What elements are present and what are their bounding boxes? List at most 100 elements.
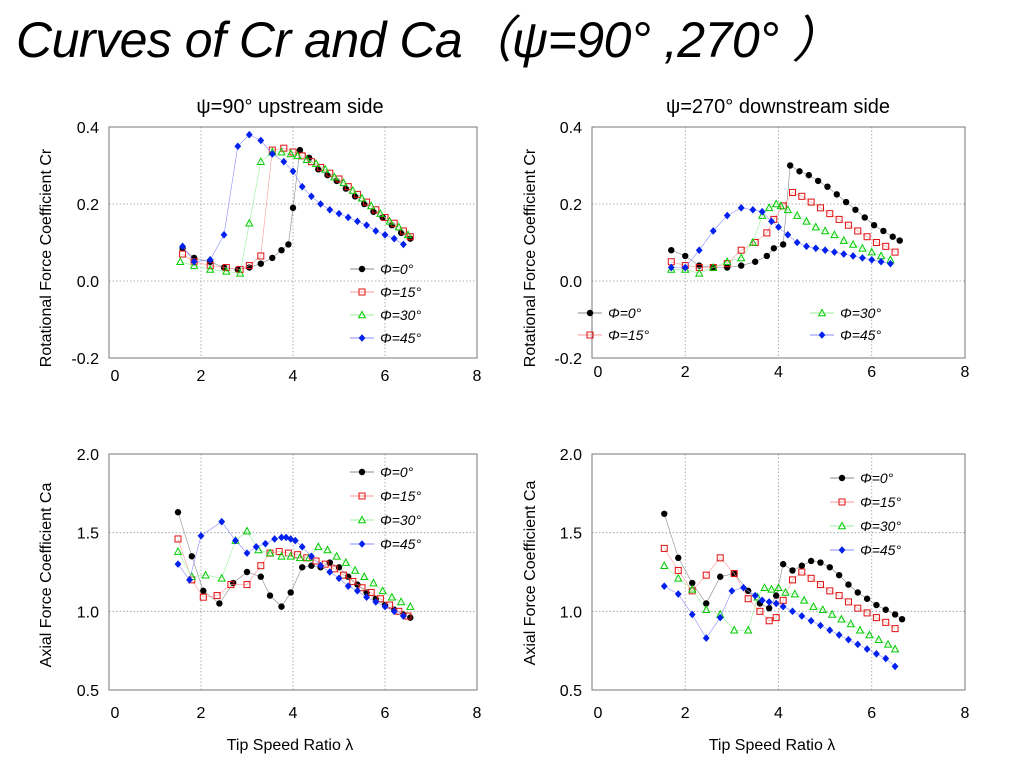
data-point (882, 654, 890, 663)
data-point (660, 582, 668, 590)
data-point (688, 610, 696, 619)
legend-marker (357, 515, 367, 524)
data-point (381, 231, 389, 239)
data-point (376, 208, 385, 217)
data-point (674, 590, 682, 598)
data-point (858, 243, 867, 252)
data-point (708, 262, 718, 271)
data-point (865, 630, 874, 639)
data-point (861, 214, 868, 221)
data-point (730, 570, 738, 578)
data-point (403, 230, 413, 239)
data-point (332, 551, 341, 560)
data-point (709, 227, 717, 235)
data-point (826, 587, 834, 595)
legend-label: Φ=30° (380, 512, 421, 528)
data-point (877, 257, 885, 266)
legend-label: Φ=15° (380, 284, 421, 300)
x-tick-label: 4 (774, 705, 783, 722)
data-point (890, 644, 900, 653)
data-point (257, 252, 265, 260)
data-point (756, 607, 764, 615)
data-point (287, 589, 294, 596)
data-point (840, 250, 848, 258)
data-point (844, 221, 852, 229)
data-point (317, 200, 324, 208)
data-point (770, 245, 778, 252)
chart-ca-upstream: Axial Force Coefficient Ca Tip Speed Rat… (38, 447, 482, 754)
data-point (660, 544, 668, 552)
data-point (200, 587, 207, 595)
data-point (326, 169, 334, 177)
data-point (269, 254, 276, 262)
x-tick-label: 0 (111, 368, 120, 385)
data-point (848, 239, 858, 248)
legend-marker (837, 521, 847, 530)
y-tick-label: 2.0 (560, 447, 582, 464)
data-point (277, 147, 286, 156)
data-point (816, 204, 824, 212)
legend-label: Φ=0° (860, 470, 894, 486)
data-point (674, 573, 683, 582)
data-point (205, 264, 215, 273)
data-point (749, 205, 757, 214)
data-point (768, 217, 775, 226)
data-point (737, 246, 745, 254)
y-tick-label: 0.0 (560, 274, 582, 291)
data-point (859, 254, 866, 262)
data-point (381, 602, 389, 611)
data-point (381, 213, 389, 221)
data-point (779, 241, 787, 248)
data-point (772, 592, 780, 599)
series-2 (176, 147, 413, 277)
data-point (372, 227, 380, 235)
series-3 (660, 582, 899, 671)
data-point (378, 586, 387, 595)
data-point (786, 162, 794, 169)
data-point (889, 233, 896, 240)
data-point (174, 535, 182, 543)
y-tick-label: 1.5 (77, 526, 99, 543)
legend-label: Φ=45° (840, 327, 881, 343)
y-tick-label: 0.5 (560, 683, 582, 700)
data-point (793, 238, 801, 247)
series-line (664, 565, 896, 650)
data-point (831, 248, 838, 256)
data-point (803, 242, 810, 251)
data-point (201, 570, 210, 579)
data-point (702, 571, 710, 579)
y-tick-label: 0.2 (77, 197, 99, 214)
data-point (252, 543, 260, 551)
chart-title: ψ=270° downstream side (666, 96, 890, 118)
data-point (242, 526, 252, 535)
data-point (799, 595, 809, 604)
data-point (278, 603, 285, 610)
data-point (286, 551, 295, 560)
data-point (845, 581, 852, 588)
data-point (354, 587, 361, 595)
data-point (827, 609, 837, 618)
data-point (197, 532, 205, 540)
data-point (798, 612, 806, 620)
data-point (775, 223, 782, 231)
data-point (660, 561, 669, 570)
data-point (798, 562, 806, 569)
data-point (295, 553, 305, 562)
data-point (278, 247, 285, 254)
data-point (882, 606, 889, 613)
data-point (772, 599, 780, 608)
data-point (789, 607, 796, 616)
data-point (179, 250, 187, 258)
data-point (824, 183, 831, 190)
data-point (688, 584, 697, 593)
data-point (257, 260, 264, 267)
x-tick-label: 4 (774, 364, 783, 381)
data-point (350, 565, 360, 574)
series-1 (179, 144, 414, 273)
data-point (821, 246, 829, 254)
data-point (298, 182, 306, 191)
legend-label: Φ=0° (608, 305, 642, 321)
data-point (174, 509, 182, 516)
data-point (891, 611, 899, 618)
data-point (367, 588, 375, 596)
